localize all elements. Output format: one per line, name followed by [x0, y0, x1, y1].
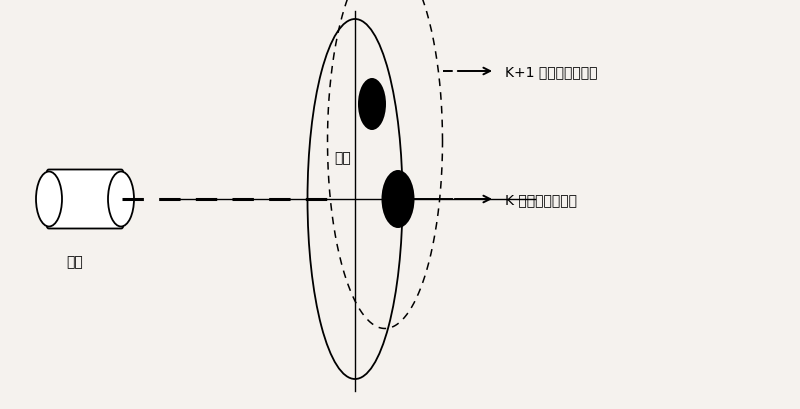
FancyBboxPatch shape [47, 170, 123, 229]
Ellipse shape [108, 172, 134, 227]
Text: K+1 时刻探测器位置: K+1 时刻探测器位置 [505, 65, 598, 79]
Ellipse shape [358, 79, 386, 131]
Text: 光斑: 光斑 [334, 151, 351, 164]
Text: K 时刻探测器位置: K 时刻探测器位置 [505, 193, 577, 207]
Ellipse shape [36, 172, 62, 227]
Ellipse shape [382, 171, 414, 229]
Text: 激光: 激光 [66, 255, 83, 269]
